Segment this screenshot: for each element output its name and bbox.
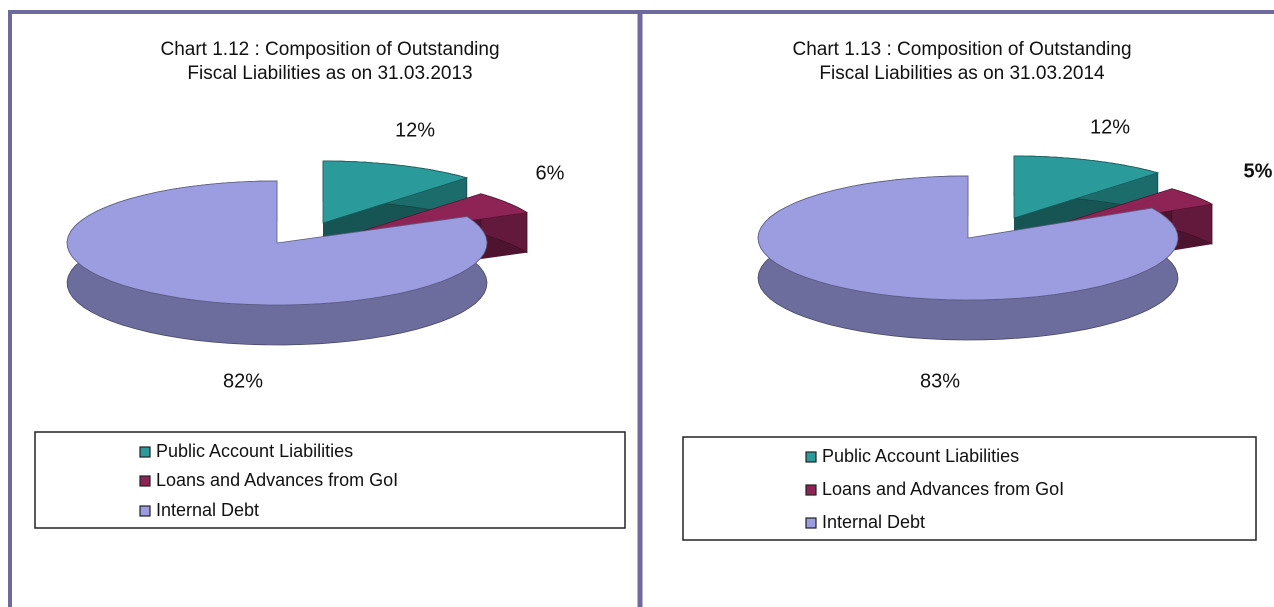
pie-slice xyxy=(757,175,1179,301)
legend-swatch xyxy=(139,446,151,458)
data-label: 12% xyxy=(395,119,435,141)
pie-slice xyxy=(322,160,469,224)
chart-title: Fiscal Liabilities as on 31.03.2013 xyxy=(187,63,472,84)
data-label: 83% xyxy=(920,370,960,392)
data-label: 82% xyxy=(223,370,263,392)
slice-tops xyxy=(757,155,1214,301)
legend-label: Internal Debt xyxy=(822,512,925,532)
legend-swatch xyxy=(805,484,817,496)
data-label: 6% xyxy=(536,162,565,184)
legend-label: Loans and Advances from GoI xyxy=(156,470,398,490)
pie-slice xyxy=(1013,155,1160,219)
legend-label: Loans and Advances from GoI xyxy=(822,479,1064,499)
chart-title: Fiscal Liabilities as on 31.03.2014 xyxy=(819,63,1105,84)
legend-box xyxy=(34,431,626,529)
legend-swatch xyxy=(139,505,151,517)
data-label: 5% xyxy=(1244,160,1273,182)
chart-title: Chart 1.12 : Composition of Outstanding xyxy=(160,39,499,60)
legend-label: Public Account Liabilities xyxy=(156,441,353,461)
pie-chart: Chart 1.13 : Composition of Outstanding F… xyxy=(757,39,1273,532)
data-label: 12% xyxy=(1090,116,1130,138)
legend-box xyxy=(682,436,1257,541)
legend-label: Public Account Liabilities xyxy=(822,446,1019,466)
slice-tops xyxy=(66,160,529,306)
legend-label: Internal Debt xyxy=(156,500,259,520)
legend-swatch xyxy=(805,517,817,529)
pie-slice xyxy=(66,180,488,306)
legend-swatch xyxy=(139,475,151,487)
chart-title: Chart 1.13 : Composition of Outstanding xyxy=(792,39,1131,60)
legend-swatch xyxy=(805,451,817,463)
pie-chart: Chart 1.12 : Composition of Outstanding F… xyxy=(66,39,565,520)
